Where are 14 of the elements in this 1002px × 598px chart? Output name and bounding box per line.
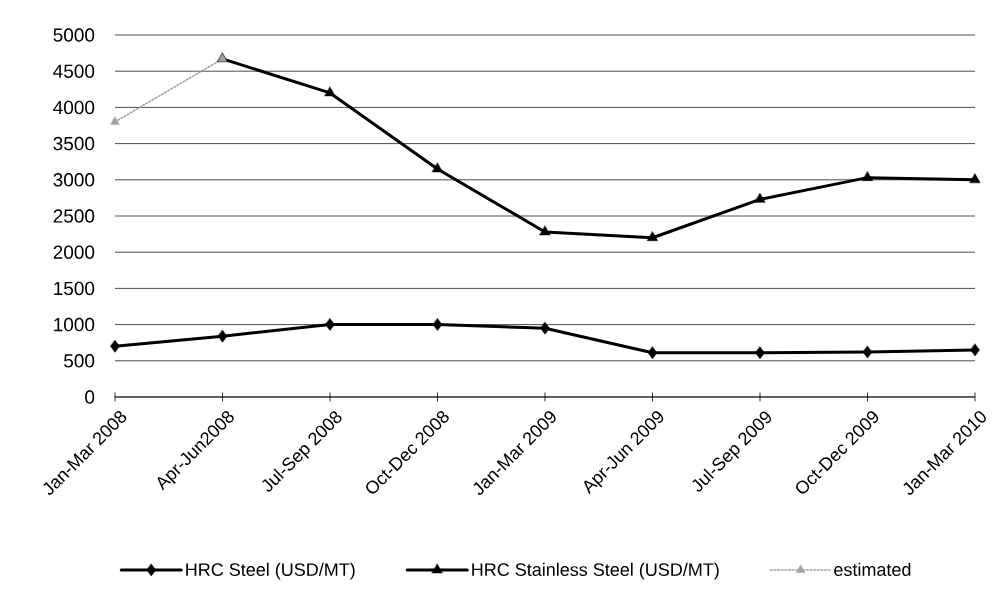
legend-label: HRC Stainless Steel (USD/MT) [472, 562, 719, 580]
y-tick-label: 1500 [54, 281, 95, 296]
y-tick-label: 3500 [53, 136, 95, 151]
legend-label: HRC Steel (USD/MT) [186, 562, 355, 580]
y-tick-label: 3000 [53, 173, 95, 187]
y-tick-label: 4000 [53, 100, 95, 115]
legend-label: estimated [834, 562, 911, 576]
y-tick-label: 0 [85, 390, 95, 404]
y-tick-label: 2500 [53, 209, 95, 223]
y-tick-label: 5000 [53, 28, 95, 42]
y-tick-label: 500 [64, 354, 95, 368]
y-tick-label: 4500 [53, 64, 95, 78]
y-tick-label: 2000 [53, 245, 95, 259]
y-tick-label: 1000 [54, 317, 95, 332]
